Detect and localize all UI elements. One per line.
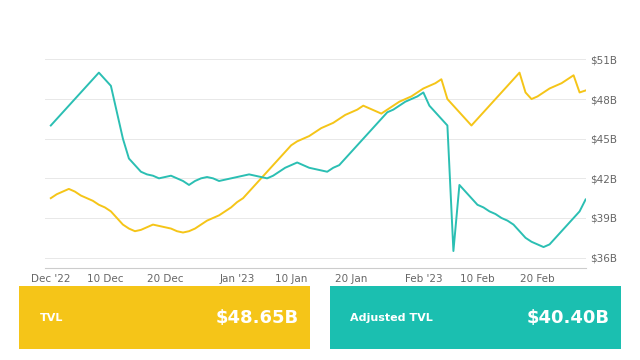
Text: TVL: TVL <box>40 313 63 323</box>
Text: $48.65B: $48.65B <box>216 309 299 327</box>
Text: $40.40B: $40.40B <box>526 309 609 327</box>
Legend: TVL, Adjusted TVL: TVL, Adjusted TVL <box>40 0 219 4</box>
Text: Adjusted TVL: Adjusted TVL <box>350 313 433 323</box>
